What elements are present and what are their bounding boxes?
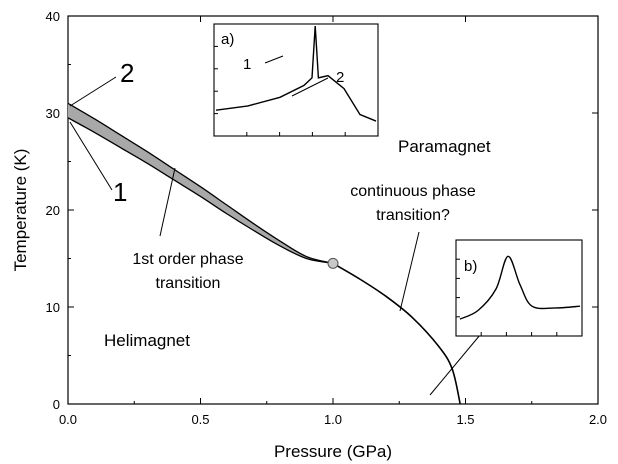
inset-a-curve <box>215 25 377 122</box>
series-line-upper <box>67 102 334 264</box>
inset-a: a) 1 2 <box>213 23 379 137</box>
x-tick-label: 1.5 <box>456 412 474 427</box>
x-tick-label: 2.0 <box>589 412 607 427</box>
x-tick-label: 0.0 <box>59 412 77 427</box>
y-tick-label: 40 <box>46 9 60 24</box>
continuous-label-line1: continuous phase <box>350 183 476 200</box>
inset-b-label: b) <box>464 258 477 275</box>
inset-a-frame <box>213 23 379 137</box>
x-tick-label: 1.0 <box>324 412 342 427</box>
inset-b: b) <box>455 239 583 337</box>
inset-a-leader-2 <box>291 77 329 97</box>
first-order-label-line2: transition <box>156 275 221 292</box>
leader-line-1 <box>69 121 113 191</box>
series-line-lower <box>67 117 334 264</box>
helimagnet-label: Helimagnet <box>104 331 190 350</box>
series-line-continuous <box>332 262 461 405</box>
label-curve-1: 1 <box>113 177 127 207</box>
label-curve-2: 2 <box>120 58 134 88</box>
leader-line-first-order <box>159 167 176 237</box>
leader-line-2 <box>69 76 117 107</box>
y-tick-label: 30 <box>46 106 60 121</box>
y-tick-label: 10 <box>46 300 60 315</box>
inset-b-ticks <box>456 258 558 336</box>
inset-b-curve <box>459 255 581 320</box>
y-axis-ticks: 0 10 20 30 40 <box>46 9 598 412</box>
inset-a-ticks <box>214 45 346 136</box>
y-tick-label: 20 <box>46 203 60 218</box>
x-tick-label: 0.5 <box>191 412 209 427</box>
inset-a-curve-label-1: 1 <box>243 56 251 73</box>
inset-a-leader-1 <box>264 55 284 64</box>
leader-line-inset-b <box>429 334 481 396</box>
continuous-label-line2: transition? <box>376 207 450 224</box>
inset-a-label: a) <box>221 31 234 48</box>
paramagnet-label: Paramagnet <box>398 137 491 156</box>
inset-a-curve-label-2: 2 <box>336 69 344 86</box>
y-axis-title: Temperature (K) <box>11 149 30 272</box>
inset-b-frame <box>455 239 583 337</box>
y-tick-label: 0 <box>53 397 60 412</box>
leader-line-continuous <box>399 231 420 312</box>
x-axis-title: Pressure (GPa) <box>274 442 392 461</box>
tricritical-point <box>327 257 339 269</box>
x-axis-ticks: 0.0 0.5 1.0 1.5 2.0 <box>59 16 607 427</box>
first-order-label-line1: 1st order phase <box>132 251 243 268</box>
